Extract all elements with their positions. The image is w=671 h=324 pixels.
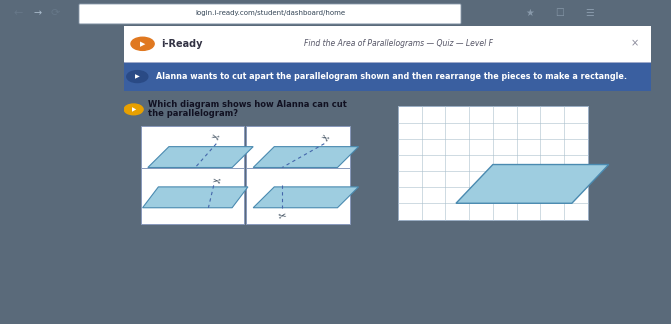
Text: ←: ← [13,8,23,18]
FancyBboxPatch shape [141,168,244,224]
Text: ✂: ✂ [277,210,287,221]
Text: ★: ★ [525,8,534,18]
Polygon shape [456,165,609,203]
Text: ▶: ▶ [135,74,140,79]
Text: Which diagram shows how Alanna can cut: Which diagram shows how Alanna can cut [148,100,347,110]
Text: ▶: ▶ [132,107,136,112]
Text: ✂: ✂ [210,129,221,142]
Circle shape [127,71,148,83]
Polygon shape [142,187,248,208]
Text: login.i-ready.com/student/dashboard/home: login.i-ready.com/student/dashboard/home [195,10,345,16]
Bar [124,26,651,62]
Bar [124,62,651,91]
Polygon shape [253,147,358,168]
Text: ✂: ✂ [319,129,331,142]
Circle shape [131,37,154,50]
Text: the parallelogram?: the parallelogram? [148,110,238,118]
FancyBboxPatch shape [79,4,461,24]
Text: ☐: ☐ [556,8,564,18]
Text: Find the Area of Parallelograms — Quiz — Level F: Find the Area of Parallelograms — Quiz —… [303,39,493,48]
Text: ×: × [631,39,639,49]
Text: ✂: ✂ [211,173,221,184]
Polygon shape [148,147,253,168]
FancyBboxPatch shape [141,126,244,182]
Text: i-Ready: i-Ready [161,39,203,49]
FancyBboxPatch shape [246,168,350,224]
Text: ▶: ▶ [140,41,145,47]
Text: Alanna wants to cut apart the parallelogram shown and then rearrange the pieces : Alanna wants to cut apart the parallelog… [156,72,627,81]
Text: ☰: ☰ [586,8,595,18]
Text: →: → [34,8,42,18]
FancyBboxPatch shape [398,106,588,220]
FancyBboxPatch shape [246,126,350,182]
Polygon shape [253,187,358,208]
Circle shape [124,104,143,115]
Text: ⟳: ⟳ [50,8,60,18]
